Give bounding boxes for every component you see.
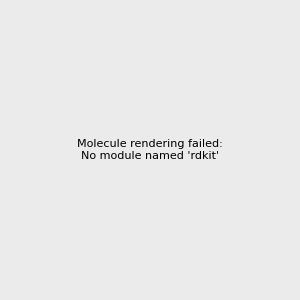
Text: Molecule rendering failed:
No module named 'rdkit': Molecule rendering failed: No module nam…: [77, 139, 223, 161]
